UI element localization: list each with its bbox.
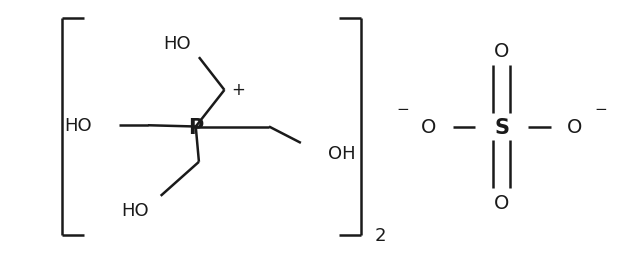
Text: OH: OH (328, 145, 356, 162)
Text: +: + (231, 80, 244, 98)
Text: S: S (494, 117, 509, 137)
Text: O: O (420, 118, 436, 136)
Text: −: − (396, 102, 409, 117)
Text: HO: HO (122, 201, 149, 219)
Text: O: O (567, 118, 582, 136)
Text: O: O (494, 193, 509, 212)
Text: P: P (188, 117, 204, 137)
Text: O: O (494, 42, 509, 61)
Text: −: − (594, 102, 607, 117)
Text: 2: 2 (375, 226, 387, 244)
Text: HO: HO (163, 35, 191, 53)
Text: HO: HO (64, 117, 92, 135)
